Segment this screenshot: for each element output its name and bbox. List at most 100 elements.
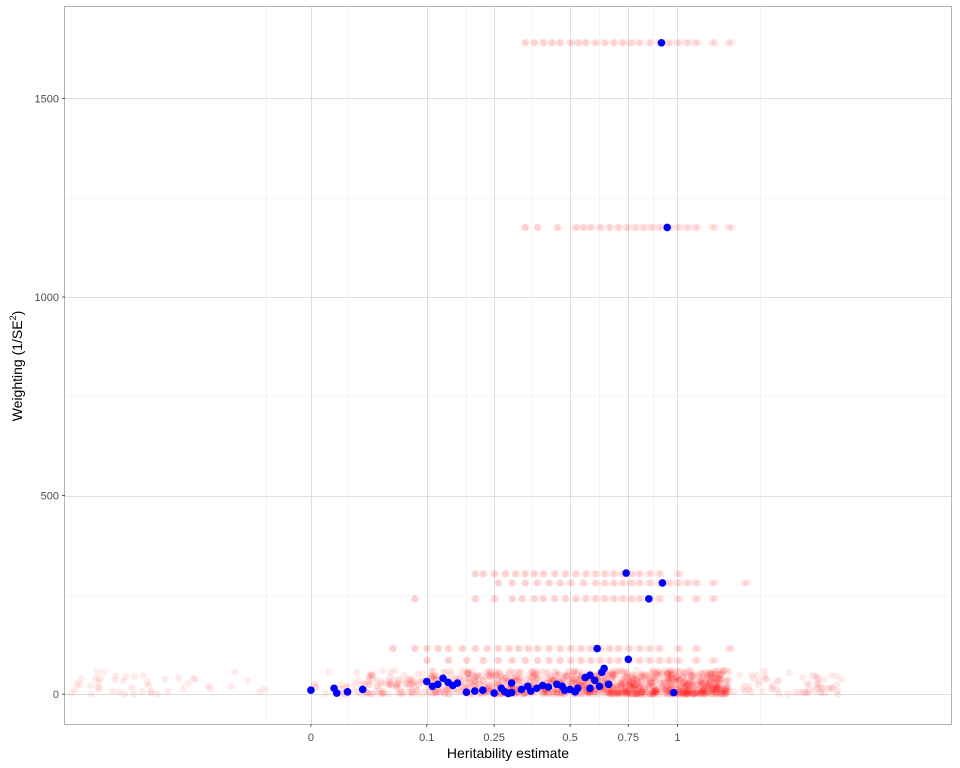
estimate-point: [661, 685, 669, 694]
estimate-point: [532, 675, 540, 683]
estimate-point: [689, 690, 697, 698]
estimate-point: [688, 687, 696, 695]
estimate-point: [466, 678, 474, 686]
estimate-point: [694, 674, 702, 682]
estimate-point: [516, 644, 524, 653]
estimate-point: [521, 570, 529, 578]
estimate-point: [712, 683, 720, 691]
estimate-point: [485, 672, 493, 680]
estimate-point: [568, 656, 576, 665]
estimate-point: [428, 672, 436, 680]
estimate-point: [706, 677, 714, 686]
estimate-point: [711, 673, 719, 682]
estimate-point: [472, 595, 480, 603]
estimate-point: [610, 690, 618, 698]
estimate-point: [573, 676, 581, 684]
estimate-point: [653, 671, 661, 679]
highlight-point: [307, 686, 315, 695]
estimate-point: [672, 667, 681, 675]
estimate-point: [423, 656, 431, 665]
estimate-point: [544, 669, 552, 677]
estimate-point: [540, 595, 549, 603]
estimate-point: [613, 644, 622, 653]
estimate-point: [470, 678, 478, 686]
estimate-point: [508, 579, 516, 587]
estimate-point: [690, 689, 698, 697]
estimate-point: [637, 678, 646, 686]
estimate-point: [707, 669, 715, 677]
estimate-point: [629, 579, 637, 587]
estimate-point: [712, 667, 720, 676]
estimate-point: [365, 674, 373, 683]
estimate-point: [655, 223, 663, 232]
estimate-point: [653, 669, 661, 678]
estimate-point: [724, 675, 733, 683]
estimate-point: [462, 656, 470, 665]
highlight-point: [517, 685, 526, 694]
estimate-point: [577, 690, 586, 698]
estimate-point: [486, 667, 494, 676]
estimate-point: [581, 39, 589, 47]
estimate-point: [700, 689, 708, 698]
estimate-point: [385, 690, 393, 698]
estimate-point: [676, 656, 684, 665]
estimate-point: [491, 595, 500, 603]
estimate-point: [718, 687, 726, 695]
estimate-point: [367, 672, 376, 680]
estimate-point: [521, 656, 529, 665]
estimate-point: [651, 687, 659, 695]
estimate-point: [635, 595, 643, 603]
estimate-point: [389, 644, 397, 653]
estimate-point: [471, 595, 479, 603]
estimate-point: [521, 39, 529, 47]
estimate-point: [708, 579, 716, 587]
estimate-point: [631, 680, 639, 688]
estimate-point: [684, 690, 692, 698]
estimate-point: [583, 39, 591, 47]
estimate-point: [578, 656, 586, 665]
estimate-point: [713, 682, 721, 690]
estimate-point: [551, 668, 560, 677]
estimate-point: [710, 675, 718, 683]
estimate-point: [605, 690, 613, 698]
estimate-point: [606, 669, 614, 677]
estimate-point: [552, 570, 560, 578]
estimate-point: [591, 570, 599, 578]
estimate-point: [544, 579, 553, 587]
estimate-point: [566, 579, 574, 587]
estimate-point: [624, 686, 632, 694]
estimate-point: [667, 671, 675, 679]
estimate-point: [496, 673, 504, 681]
estimate-point: [767, 684, 775, 692]
estimate-point: [695, 678, 703, 686]
estimate-point: [353, 668, 361, 677]
estimate-point: [645, 678, 654, 686]
estimate-point: [645, 579, 653, 587]
estimate-point: [673, 223, 682, 232]
estimate-point: [522, 570, 530, 578]
estimate-point: [768, 681, 777, 690]
estimate-point: [547, 676, 555, 684]
estimate-point: [471, 677, 479, 686]
estimate-point: [694, 680, 702, 689]
estimate-point: [501, 570, 509, 578]
estimate-point: [618, 688, 626, 696]
estimate-point: [760, 672, 768, 680]
estimate-point: [701, 669, 709, 677]
estimate-point: [621, 677, 629, 685]
estimate-point: [484, 680, 492, 688]
estimate-point: [522, 223, 530, 232]
estimate-point: [784, 690, 792, 698]
estimate-point: [803, 680, 811, 688]
estimate-point: [608, 674, 616, 682]
highlight-point: [422, 677, 431, 686]
estimate-point: [425, 688, 433, 697]
estimate-point: [773, 677, 781, 685]
estimate-point: [494, 579, 502, 587]
estimate-point: [641, 673, 649, 681]
estimate-point: [514, 644, 522, 653]
estimate-point: [511, 570, 519, 578]
highlight-point: [504, 689, 513, 698]
estimate-point: [550, 570, 558, 578]
estimate-point: [605, 644, 613, 653]
